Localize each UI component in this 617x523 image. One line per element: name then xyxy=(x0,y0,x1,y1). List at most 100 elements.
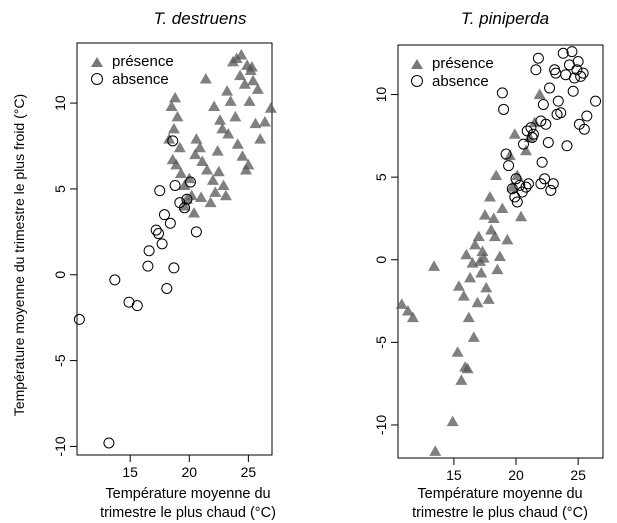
presence-point xyxy=(183,172,196,184)
presence-point xyxy=(235,49,248,60)
presence-point xyxy=(167,122,180,134)
absence-point xyxy=(550,67,562,79)
absence-point xyxy=(517,138,529,150)
presence-point xyxy=(193,141,206,153)
y-tick-label: 10 xyxy=(52,95,68,111)
y-axis: -10 -5 0 5 10 xyxy=(373,87,398,435)
data-points xyxy=(395,46,602,456)
presence-point xyxy=(496,202,509,214)
absence-point xyxy=(545,184,557,196)
presence-point xyxy=(485,224,498,235)
chart-title: T. destruens xyxy=(154,9,247,28)
legend-label-absence: absence xyxy=(432,73,489,90)
y-axis-label: Température moyenne du trimestre le plus… xyxy=(11,94,27,416)
x-axis-label-right-line1: Température moyenne du xyxy=(417,486,582,502)
y-axis: -10 -5 0 5 10 xyxy=(52,95,77,457)
absence-point xyxy=(530,64,542,76)
absence-point xyxy=(568,72,580,84)
x-tick-label: 20 xyxy=(181,464,197,480)
presence-point xyxy=(258,115,271,127)
legend-label-absence: absence xyxy=(112,71,169,88)
absence-point xyxy=(143,245,155,257)
presence-point xyxy=(222,127,235,139)
presence-point xyxy=(188,206,200,218)
absence-point xyxy=(131,300,143,312)
y-tick-label: -5 xyxy=(52,354,68,367)
presence-point xyxy=(185,189,198,201)
legend: présence absence xyxy=(411,55,494,90)
presence-point xyxy=(221,85,234,96)
presence-point xyxy=(196,155,209,166)
legend-triangle-icon xyxy=(411,59,423,69)
absence-point xyxy=(109,274,121,286)
y-tick-label: -10 xyxy=(52,436,68,456)
x-tick-label: 25 xyxy=(241,464,257,480)
presence-point xyxy=(501,233,514,245)
absence-point xyxy=(496,87,508,99)
presence-point xyxy=(464,271,477,283)
panel-piniperda: T. piniperda 15 20 25 -10 -5 0 5 10 présence a… xyxy=(373,9,604,483)
presence-point xyxy=(251,83,264,94)
legend-circle-icon xyxy=(411,75,423,87)
presence-point xyxy=(480,281,493,293)
y-tick-label: 0 xyxy=(52,271,68,279)
absence-point xyxy=(169,179,181,191)
presence-point xyxy=(474,255,486,266)
y-tick-label: 10 xyxy=(373,87,389,103)
absence-point xyxy=(575,70,587,82)
x-axis-label-left-line2: trimestre le plus chaud (°C) xyxy=(100,505,276,521)
presence-point xyxy=(231,138,244,149)
presence-point xyxy=(242,158,255,170)
absence-point xyxy=(540,118,552,130)
absence-point xyxy=(150,224,162,236)
presence-point xyxy=(476,245,489,256)
absence-point xyxy=(103,437,115,449)
presence-point xyxy=(217,179,230,190)
presence-point xyxy=(395,298,408,309)
absence-point xyxy=(511,196,523,208)
presence-point xyxy=(171,110,184,122)
y-tick-label: -5 xyxy=(373,336,389,349)
absence-point xyxy=(537,98,549,110)
presence-point xyxy=(508,128,521,139)
presence-point xyxy=(175,167,187,178)
presence-point xyxy=(206,174,219,185)
absence-point xyxy=(73,313,85,325)
absence-point xyxy=(536,156,548,168)
legend-triangle-icon xyxy=(91,57,103,67)
y-tick-label: 5 xyxy=(373,173,389,181)
presence-point xyxy=(245,61,258,72)
absence-point xyxy=(498,103,510,115)
presence-point xyxy=(511,169,524,181)
absence-point xyxy=(142,260,154,272)
presence-point xyxy=(165,100,178,112)
presence-point xyxy=(469,238,482,250)
presence-point xyxy=(491,263,504,275)
absence-point xyxy=(581,110,593,122)
presence-point xyxy=(190,133,203,144)
legend-label-presence: présence xyxy=(432,55,494,72)
presence-point xyxy=(238,78,251,89)
presence-point xyxy=(212,165,225,177)
absence-point xyxy=(154,185,166,197)
presence-point xyxy=(178,179,191,190)
presence-point xyxy=(163,133,176,144)
presence-point xyxy=(247,74,260,86)
x-tick-label: 25 xyxy=(570,467,586,483)
presence-point xyxy=(173,141,186,153)
absence-point xyxy=(190,226,202,238)
absence-point xyxy=(179,202,191,214)
presence-point xyxy=(214,114,226,125)
panel-destruens: T. destruens 15 20 25 -10 -5 0 5 10 présence a… xyxy=(52,9,277,480)
presence-point xyxy=(195,191,208,202)
y-tick-label: 0 xyxy=(373,256,389,264)
x-axis-label-left-line1: Température moyenne du xyxy=(105,486,270,502)
absence-point xyxy=(164,217,176,229)
absence-point xyxy=(509,191,521,203)
presence-point xyxy=(471,296,484,308)
absence-point xyxy=(561,140,573,152)
absence-point xyxy=(506,183,518,195)
presence-point xyxy=(243,95,256,106)
absence-point xyxy=(566,46,578,58)
presence-point xyxy=(483,190,496,202)
